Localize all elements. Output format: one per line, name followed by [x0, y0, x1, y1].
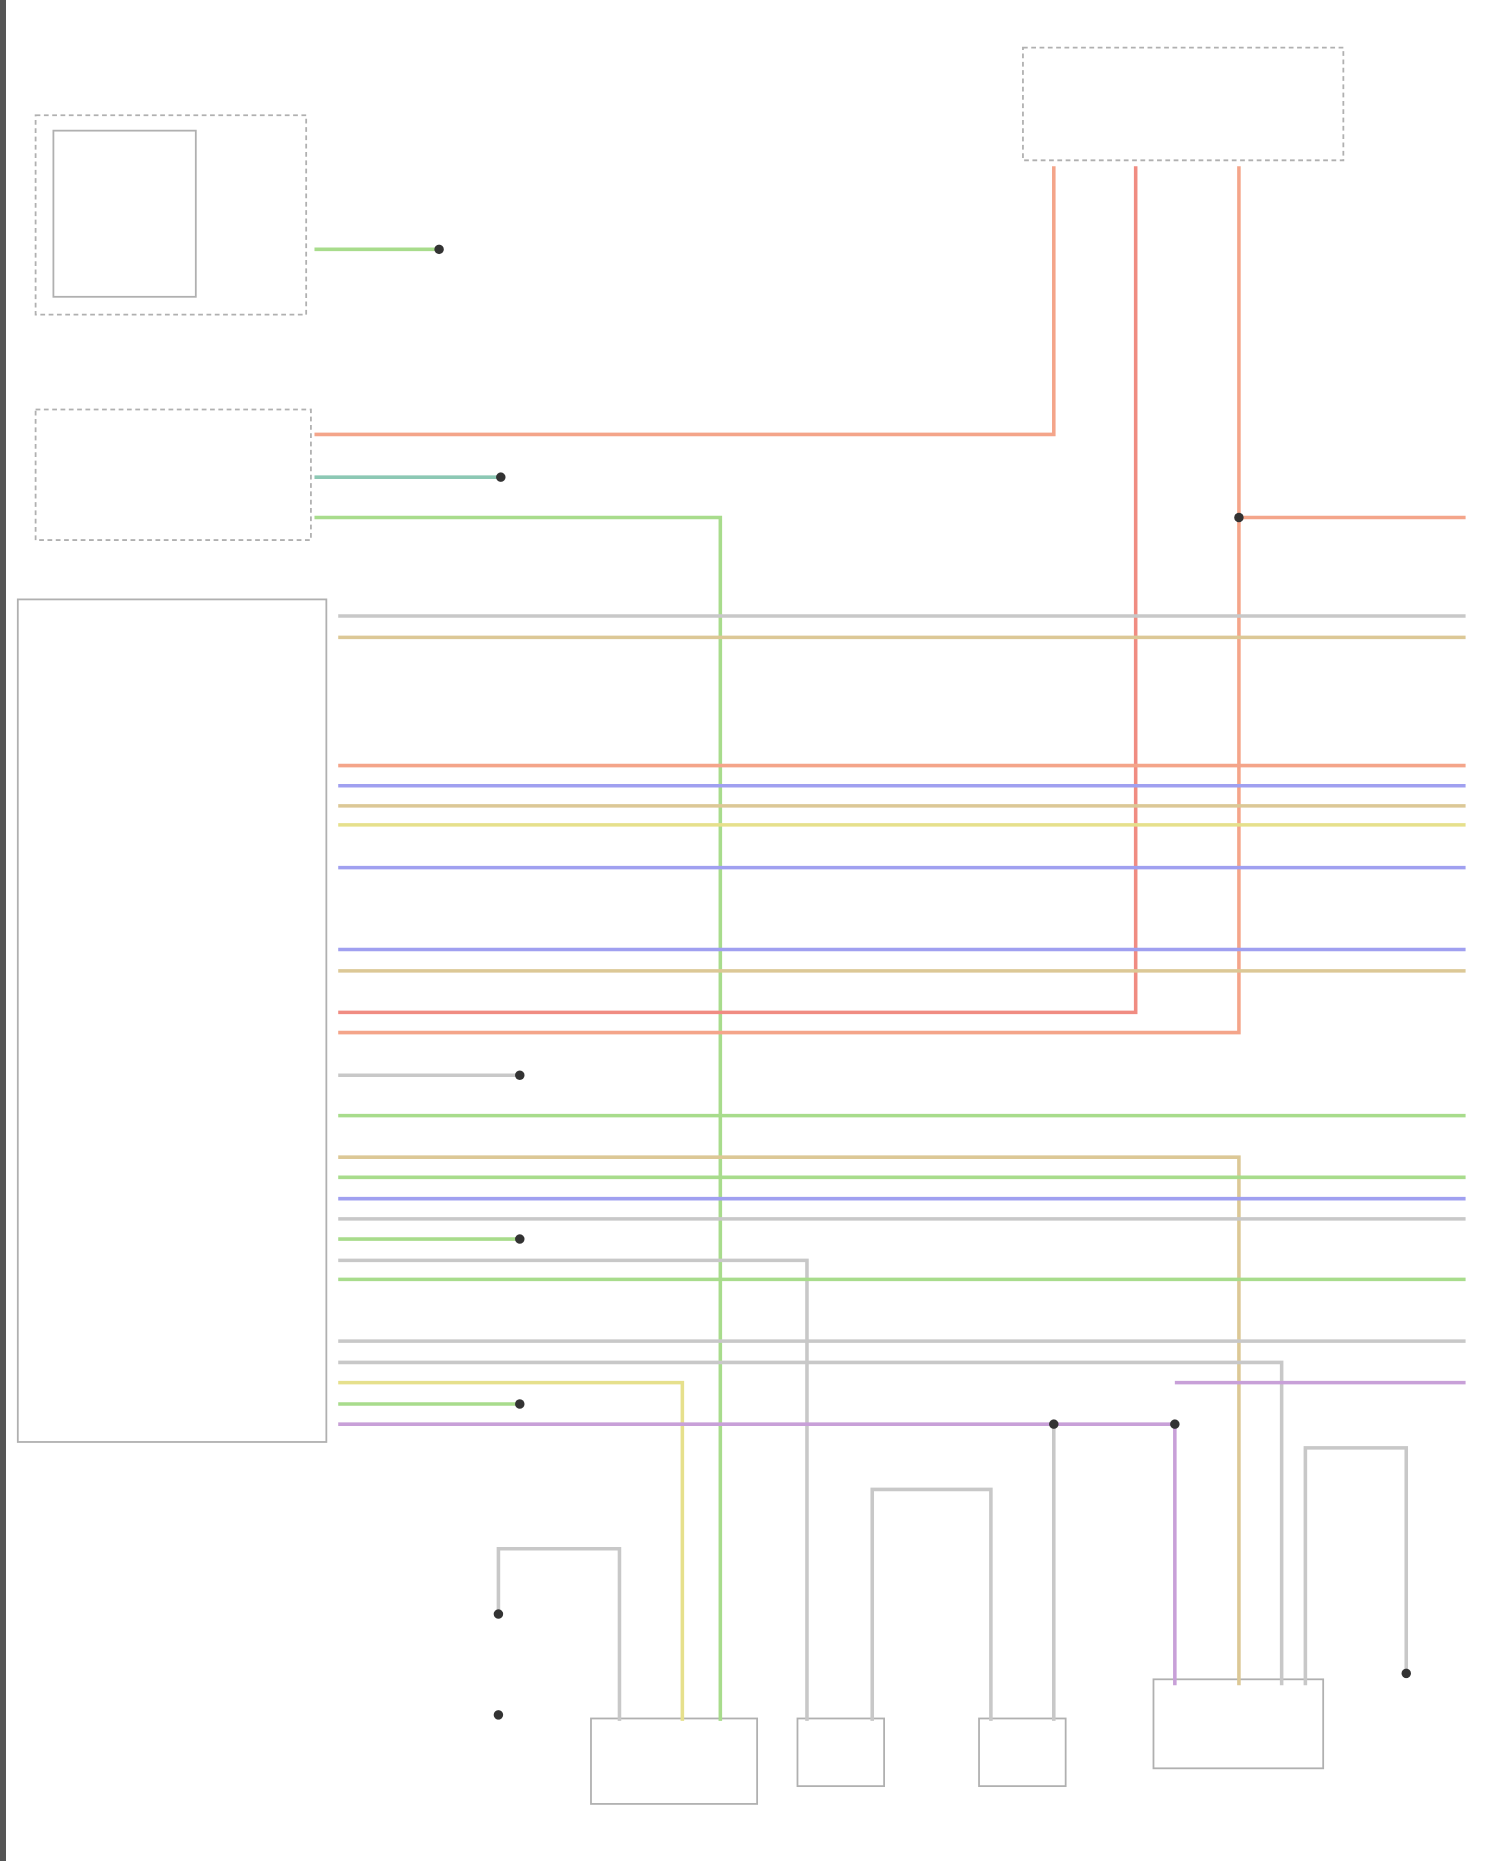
splice-point [1234, 512, 1244, 523]
component-box [52, 129, 197, 298]
wire-gray [870, 1487, 993, 1721]
wire-orange [338, 166, 1241, 1035]
component-box [978, 1717, 1067, 1788]
splice-point [1170, 1419, 1180, 1429]
component-box [1152, 1678, 1325, 1770]
splice-point [1049, 1419, 1059, 1429]
splice-point [496, 472, 506, 482]
splice-point [515, 1234, 525, 1244]
splice-point [493, 1710, 504, 1720]
wires [314, 166, 1466, 1721]
wire-gray [338, 1360, 1284, 1686]
wire-gray [1303, 1446, 1409, 1686]
wire-red [338, 166, 1138, 1015]
splice-point [434, 244, 444, 255]
splice-point [1401, 1668, 1411, 1679]
wire-gray [338, 1258, 809, 1721]
wire-purple [338, 1422, 1177, 1686]
splices [434, 244, 1411, 1720]
wire-orange [314, 166, 1056, 437]
component-box [796, 1717, 885, 1788]
component-box [16, 598, 328, 1443]
wire-gray [496, 1546, 622, 1721]
splice-point [515, 1070, 525, 1081]
component-box [1022, 46, 1345, 162]
wire-yellow [338, 1380, 685, 1721]
component-box [34, 114, 308, 316]
splice-point [493, 1609, 504, 1619]
component-box [34, 408, 312, 541]
wire-tan [338, 1155, 1241, 1686]
splice-point [515, 1399, 525, 1409]
component-box [590, 1717, 759, 1805]
wire-green [314, 515, 723, 1721]
